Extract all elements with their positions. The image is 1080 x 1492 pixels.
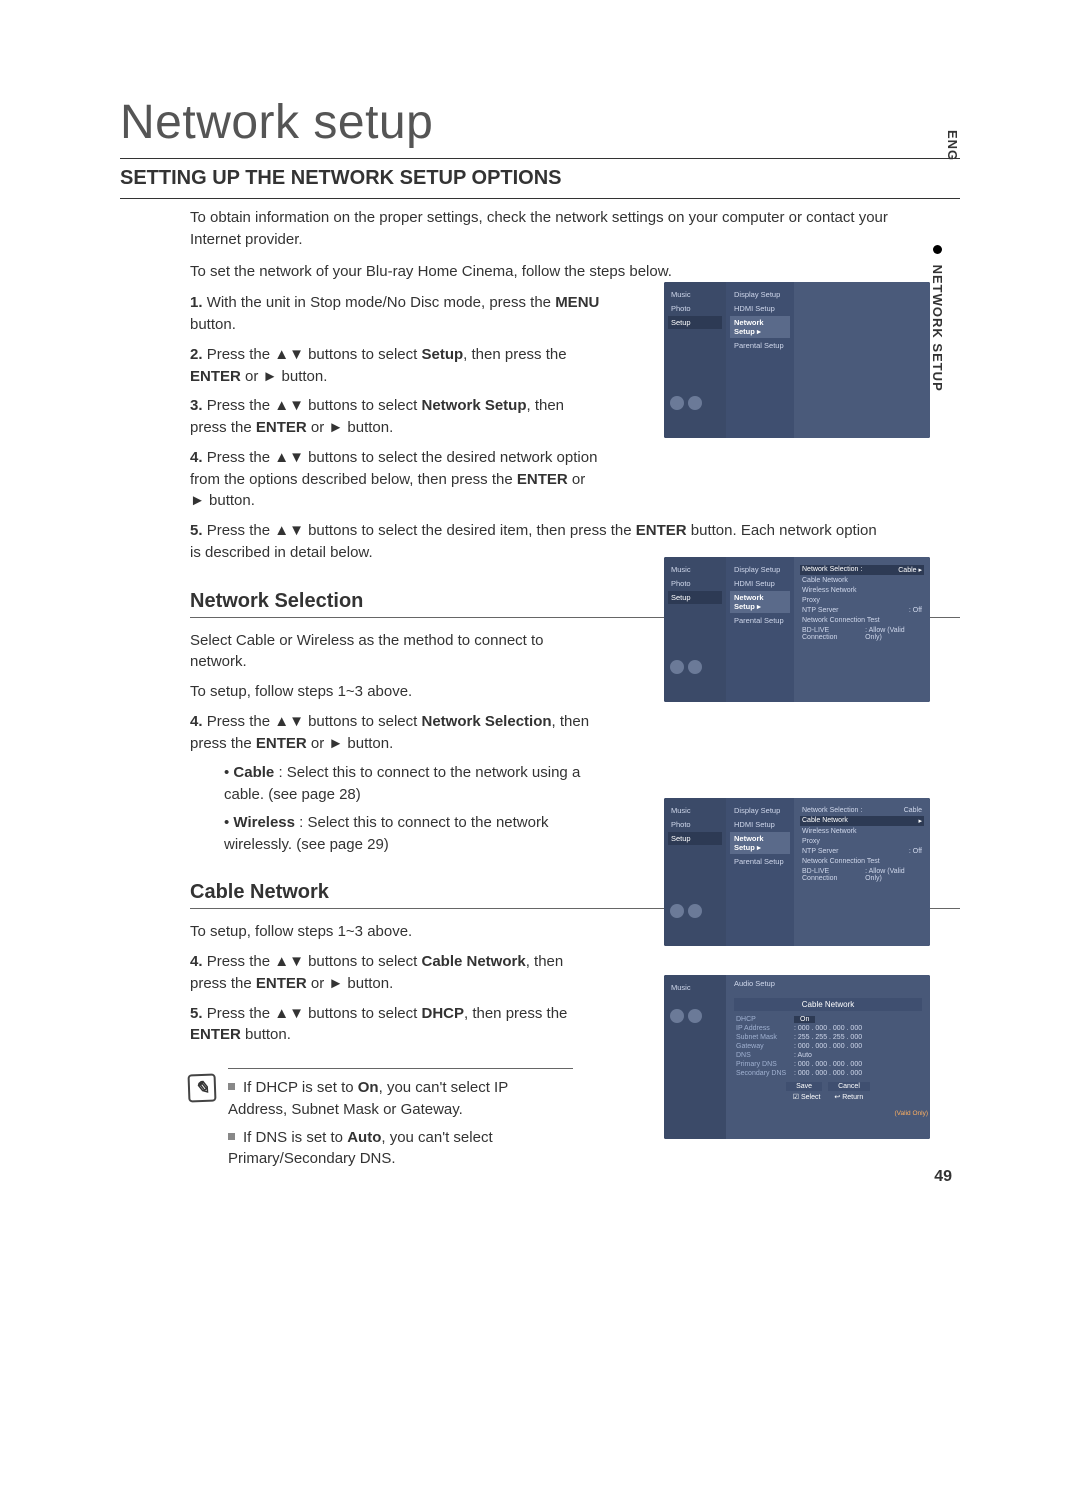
- note-rule: [228, 1068, 573, 1069]
- cablenet-p1: To setup, follow steps 1~3 above.: [190, 921, 570, 943]
- netsel-bullet-wireless: • Wireless : Select this to connect to t…: [224, 812, 584, 856]
- cablenet-steps: 4. Press the ▲▼ buttons to select Cable …: [190, 951, 600, 1046]
- note-1: If DHCP is set to On, you can't select I…: [228, 1077, 568, 1121]
- rule-top: [120, 158, 960, 159]
- step-3: 3. Press the ▲▼ buttons to select Networ…: [190, 395, 600, 439]
- note-2: If DNS is set to Auto, you can't select …: [228, 1127, 568, 1171]
- step-4: 4. Press the ▲▼ buttons to select the de…: [190, 447, 600, 512]
- screenshot-network-selection: Music Photo Setup Display Setup HDMI Set…: [664, 557, 930, 702]
- netsel-bullets: • Cable : Select this to connect to the …: [224, 762, 584, 855]
- step-1: 1. With the unit in Stop mode/No Disc mo…: [190, 292, 600, 336]
- side-section: NETWORK SETUP: [930, 265, 945, 392]
- side-tab: ENG NETWORK SETUP: [930, 245, 960, 392]
- page-number: 49: [934, 1168, 952, 1186]
- sidebar-icons: [670, 396, 702, 410]
- netsel-p2: To setup, follow steps 1~3 above.: [190, 681, 570, 703]
- screenshot-cable-network: Music Photo Setup Display Setup HDMI Set…: [664, 798, 930, 946]
- mock-cancel-btn: Cancel: [828, 1082, 870, 1091]
- netsel-p1: Select Cable or Wireless as the method t…: [190, 630, 570, 674]
- rule-under-heading: [120, 198, 960, 199]
- cablenet-step-4: 4. Press the ▲▼ buttons to select Cable …: [190, 951, 600, 995]
- step-2: 2. Press the ▲▼ buttons to select Setup,…: [190, 344, 600, 388]
- netsel-step-4: 4. Press the ▲▼ buttons to select Networ…: [190, 711, 600, 755]
- netsel-bullet-cable: • Cable : Select this to connect to the …: [224, 762, 584, 806]
- intro-p1: To obtain information on the proper sett…: [190, 207, 930, 251]
- side-bullet: [933, 245, 942, 254]
- cablenet-step-5: 5. Press the ▲▼ buttons to select DHCP, …: [190, 1003, 600, 1047]
- page-title: Network setup: [120, 95, 960, 150]
- intro-p2: To set the network of your Blu-ray Home …: [190, 261, 930, 283]
- note-icon: ✎: [188, 1074, 217, 1103]
- section-heading: SETTING UP THE NETWORK SETUP OPTIONS: [120, 167, 960, 190]
- netsel-steps: 4. Press the ▲▼ buttons to select Networ…: [190, 711, 600, 755]
- mock-save-btn: Save: [786, 1082, 822, 1091]
- side-lang: ENG: [945, 130, 960, 265]
- screenshot-setup-menu: Music Photo Setup Display Setup HDMI Set…: [664, 282, 930, 438]
- steps-main: 1. With the unit in Stop mode/No Disc mo…: [190, 292, 600, 512]
- screenshot-dhcp-detail: Music Audio Setup Cable Network DHCPOnIP…: [664, 975, 930, 1139]
